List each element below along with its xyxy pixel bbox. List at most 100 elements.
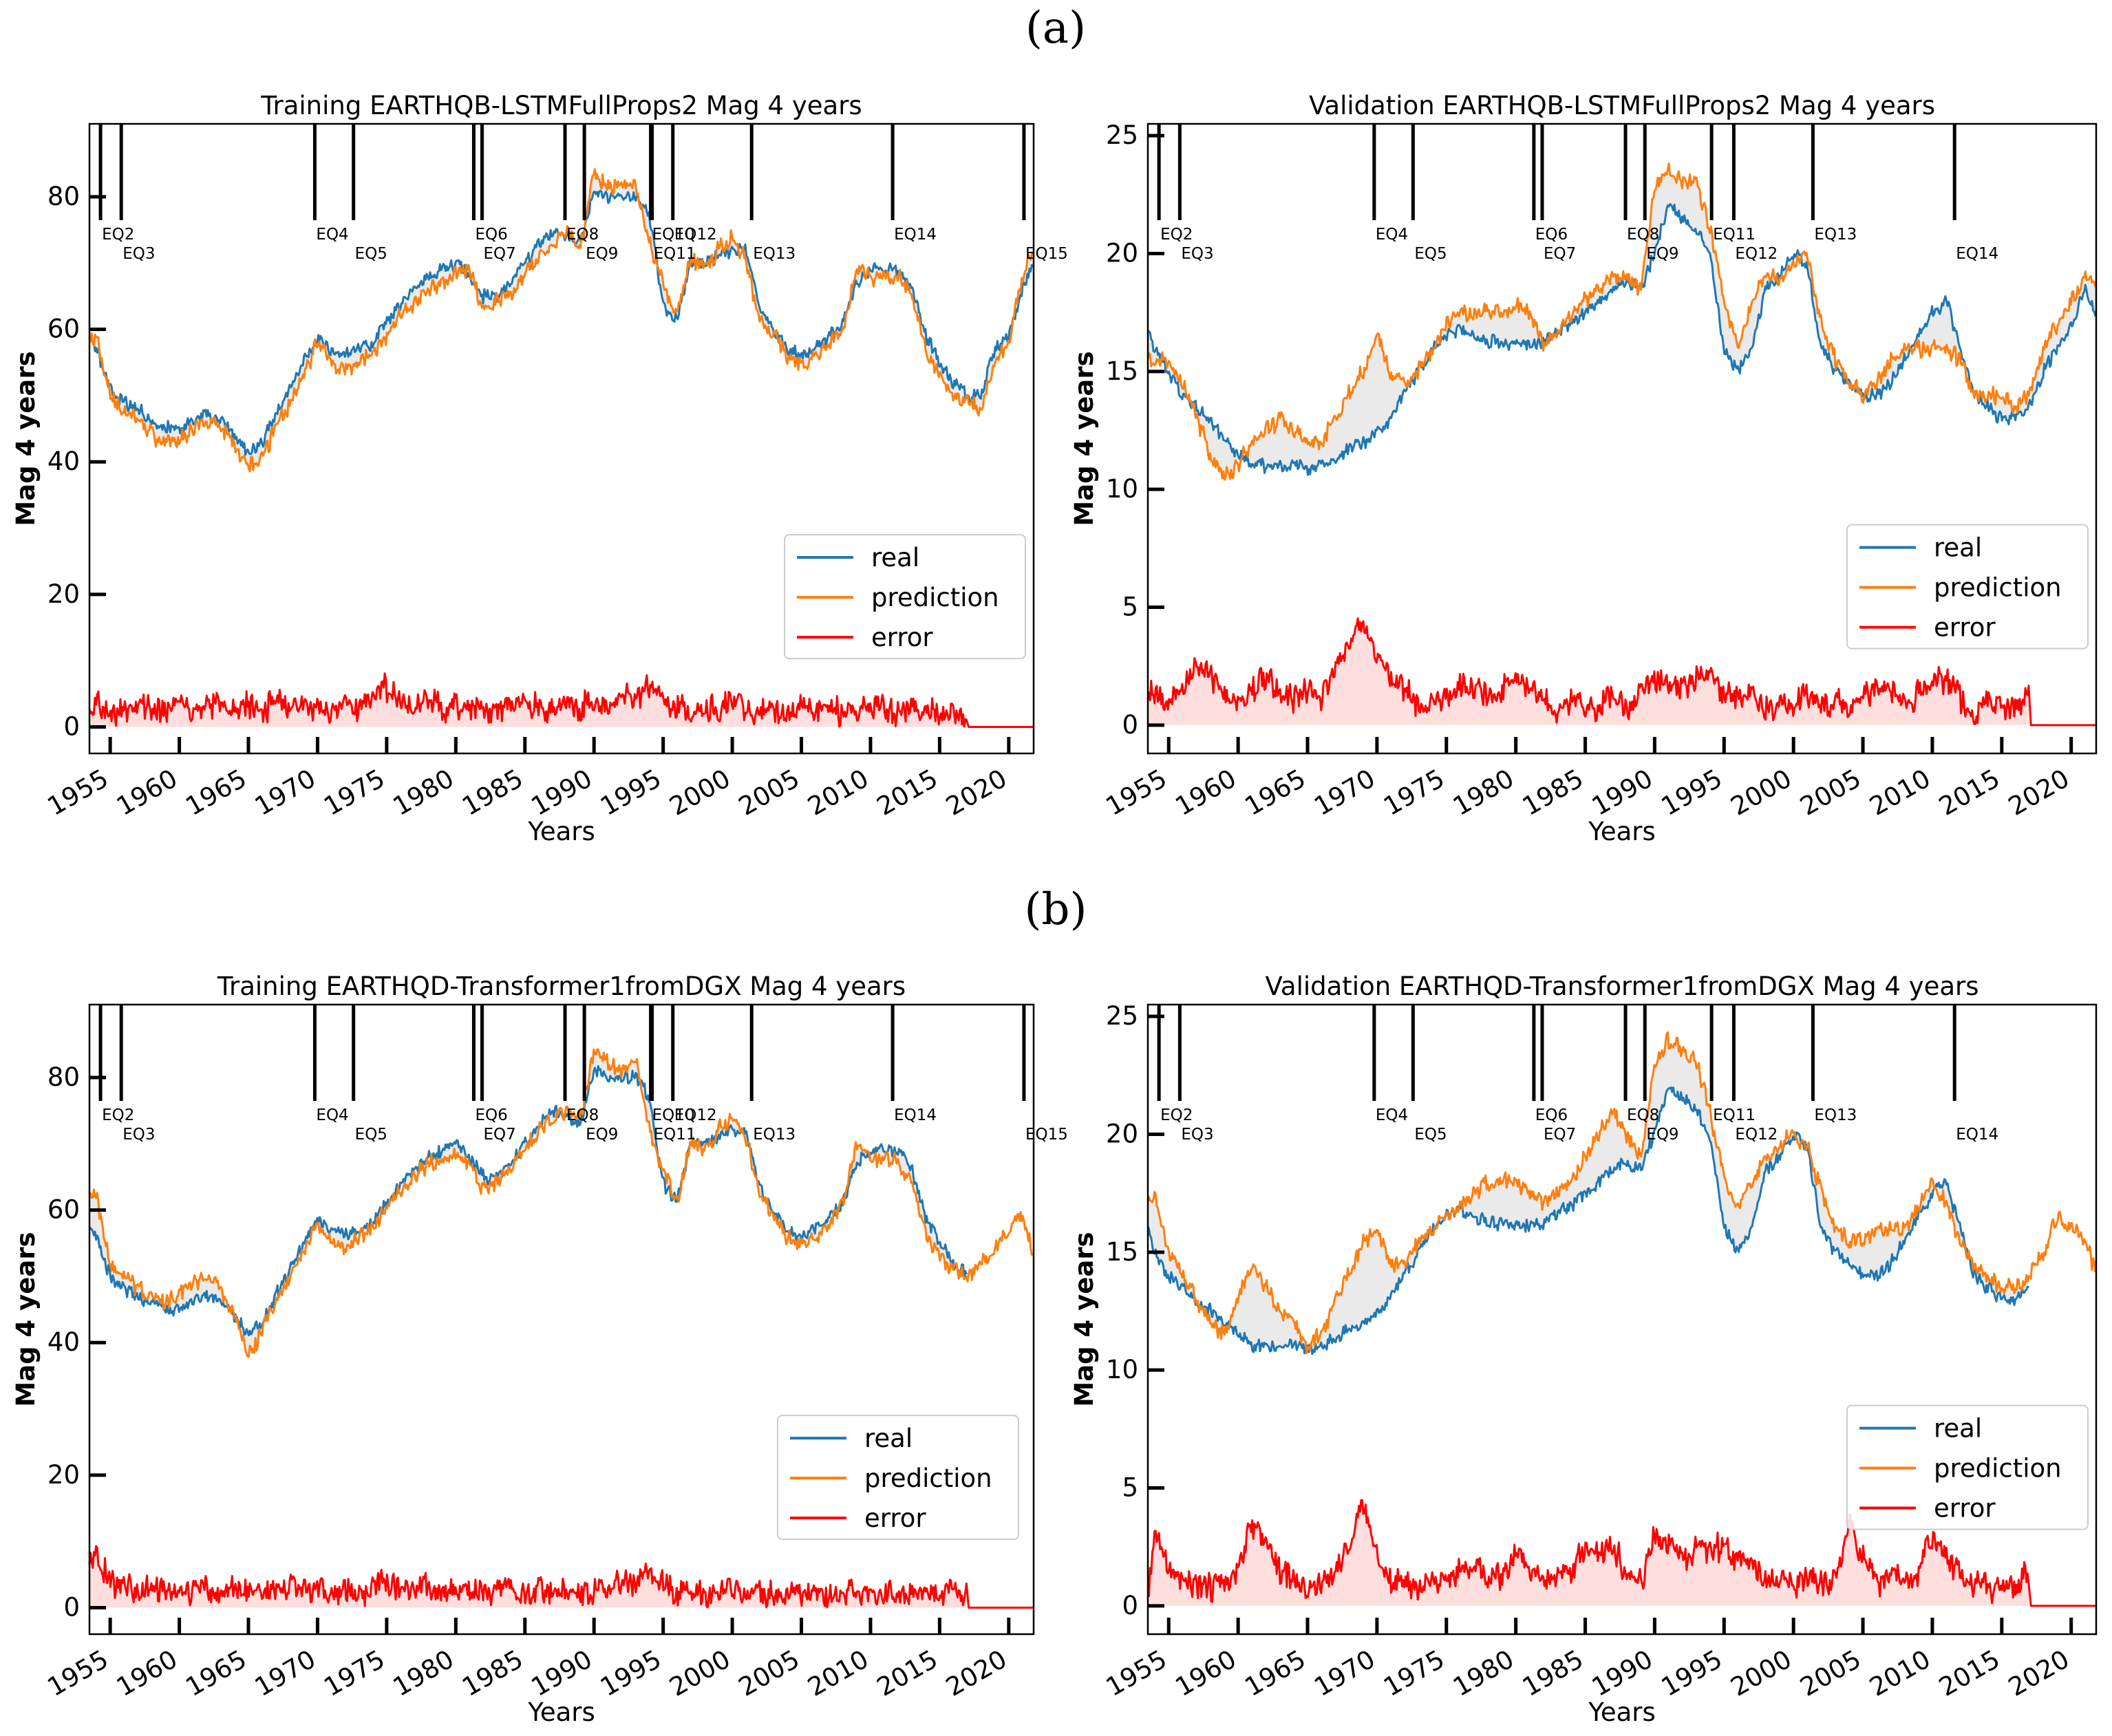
x-tick-label: 1970 — [250, 764, 321, 822]
eq-marker-label: EQ8 — [1627, 226, 1659, 244]
eq-marker-label: EQ7 — [1544, 1126, 1576, 1144]
y-tick-label: 10 — [1106, 1355, 1138, 1384]
panel-label-b: (b) — [1025, 884, 1087, 935]
y-tick-label: 15 — [1106, 1237, 1138, 1267]
plot-frame — [88, 1003, 1035, 1636]
eq-marker-label: EQ4 — [316, 1106, 348, 1124]
series-line-error — [88, 1545, 1034, 1609]
x-tick-label: 1960 — [1171, 764, 1241, 822]
x-tick-label: 1955 — [43, 764, 114, 822]
panel-label-a: (a) — [1025, 3, 1086, 54]
x-tick-label: 2005 — [734, 764, 804, 822]
x-tick-label: 2010 — [1864, 764, 1935, 822]
eq-marker-label: EQ5 — [1414, 245, 1447, 263]
eq-marker-label: EQ9 — [1646, 245, 1678, 263]
x-tick-label: 1980 — [1448, 1644, 1519, 1702]
eq-marker-label: EQ13 — [1814, 1106, 1857, 1124]
x-tick-label: 1955 — [1101, 764, 1172, 822]
eq-marker-label: EQ7 — [1544, 245, 1576, 263]
legend-label-prediction: prediction — [864, 1464, 992, 1493]
eq-marker-label: EQ13 — [1814, 226, 1857, 244]
legend-box — [784, 534, 1026, 660]
y-tick-label: 25 — [1106, 120, 1138, 150]
eq-marker-label: EQ9 — [586, 1126, 618, 1144]
eq-marker-label: EQ2 — [102, 226, 134, 244]
x-tick-label: 1975 — [1378, 764, 1449, 822]
y-tick-label: 0 — [1122, 1591, 1138, 1620]
chart-validation-transformer: EQ2 EQ3 EQ4 EQ5 EQ6 EQ7 EQ8 EQ9 EQ11 EQ12 EQ13 EQ14… — [1069, 972, 2098, 1727]
y-axis-label: Mag 4 years — [11, 1232, 41, 1406]
x-tick-label: 1970 — [1309, 1644, 1380, 1702]
legend: real prediction error — [784, 534, 1026, 660]
x-tick-label: 2005 — [734, 1644, 804, 1702]
eq-marker-label: EQ15 — [1025, 245, 1068, 263]
eq-marker-label: EQ14 — [894, 1106, 937, 1124]
x-tick-label: 1995 — [595, 1644, 666, 1702]
eq-marker-label: EQ6 — [1535, 1106, 1568, 1124]
x-tick-label: 1975 — [319, 764, 390, 822]
eq-marker-label: EQ12 — [1735, 1126, 1778, 1144]
eq-marker-label: EQ7 — [483, 245, 515, 263]
eq-marker-label: EQ14 — [1956, 1126, 1998, 1144]
x-tick-label: 2015 — [872, 1644, 943, 1702]
eq-marker-label: EQ6 — [475, 1106, 507, 1124]
y-tick-label: 20 — [47, 1460, 80, 1490]
eq-marker-label: EQ8 — [566, 1106, 599, 1124]
x-tick-label: 1980 — [388, 1644, 459, 1702]
y-tick-label: 20 — [1106, 238, 1138, 268]
plot-frame — [88, 122, 1035, 755]
series-line-prediction — [1146, 1031, 2097, 1355]
eq-marker-label: EQ12 — [674, 226, 717, 244]
chart-training-transformer: EQ2 EQ3 EQ4 EQ5 EQ6 EQ7 EQ8 EQ9 EQ10 EQ11 EQ12 EQ13… — [11, 972, 1068, 1727]
x-tick-label: 1985 — [457, 764, 528, 822]
diff-band — [89, 1049, 967, 1358]
eq-marker-label: EQ13 — [753, 245, 796, 263]
eq-marker-label: EQ11 — [1713, 1106, 1756, 1124]
x-tick-label: 1975 — [319, 1644, 390, 1702]
eq-marker-label: EQ2 — [1160, 226, 1193, 244]
legend-label-real: real — [864, 1424, 913, 1453]
legend-box — [1846, 1404, 2089, 1530]
error-fill — [1148, 618, 2029, 725]
x-tick-label: 1955 — [1101, 1644, 1172, 1702]
y-tick-label: 20 — [1106, 1119, 1138, 1148]
eq-marker-label: EQ11 — [654, 1126, 696, 1144]
legend-label-prediction: prediction — [871, 583, 999, 612]
x-tick-label: 2020 — [2003, 1644, 2074, 1702]
legend: real prediction error — [1846, 524, 2089, 650]
eq-marker-label: EQ7 — [483, 1126, 515, 1144]
x-tick-label: 1955 — [43, 1644, 114, 1702]
y-tick-label: 80 — [47, 1062, 80, 1092]
x-tick-label: 1990 — [1587, 1644, 1658, 1702]
x-tick-label: 2015 — [1934, 764, 2005, 822]
series-line-prediction — [88, 1048, 1034, 1358]
legend-label-error: error — [871, 623, 933, 652]
x-tick-label: 1965 — [180, 764, 251, 822]
eq-marker-label: EQ11 — [654, 245, 696, 263]
series-line-error — [1146, 1499, 2096, 1607]
eq-marker-label: EQ6 — [475, 226, 507, 244]
x-tick-label: 1990 — [526, 1644, 597, 1702]
x-tick-label: 2015 — [872, 764, 943, 822]
eq-marker-label: EQ9 — [1646, 1126, 1678, 1144]
y-tick-label: 80 — [47, 182, 80, 211]
legend: real prediction error — [777, 1415, 1019, 1541]
eq-marker-label: EQ12 — [674, 1106, 717, 1124]
x-tick-label: 1995 — [1656, 764, 1727, 822]
x-tick-label: 1985 — [457, 1644, 528, 1702]
x-tick-label: 2000 — [1726, 1644, 1797, 1702]
x-tick-label: 1965 — [1239, 1644, 1310, 1702]
x-tick-label: 2005 — [1795, 1644, 1866, 1702]
eq-marker-label: EQ10 — [652, 226, 695, 244]
legend-label-prediction: prediction — [1934, 1454, 2062, 1483]
y-tick-label: 5 — [1122, 592, 1138, 622]
series-line-error — [88, 672, 1034, 728]
eq-marker-label: EQ2 — [102, 1106, 134, 1124]
y-axis-label: Mag 4 years — [1069, 351, 1099, 526]
legend-label-prediction: prediction — [1934, 573, 2062, 603]
x-axis-label: Years — [1588, 817, 1656, 846]
eq-marker-label: EQ6 — [1535, 226, 1568, 244]
x-tick-label: 2010 — [802, 1644, 873, 1702]
eq-marker-label: EQ14 — [894, 226, 937, 244]
